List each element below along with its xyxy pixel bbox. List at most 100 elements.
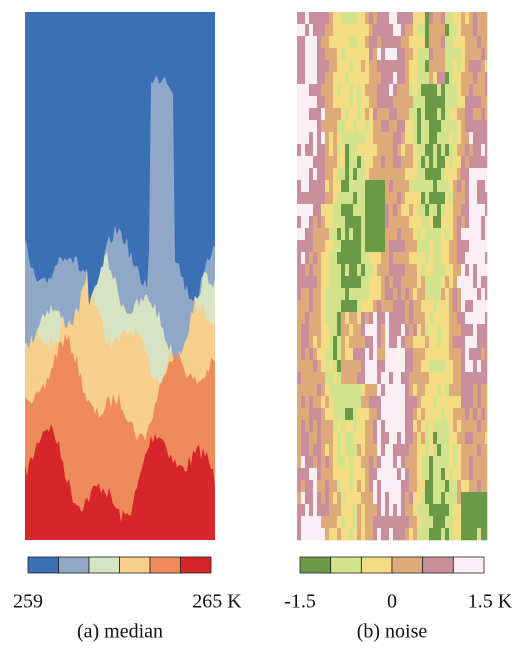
- heatmap-cell: [421, 24, 426, 37]
- heatmap-cell: [421, 60, 426, 73]
- heatmap-cell: [485, 360, 488, 373]
- heatmap-cell: [481, 72, 486, 85]
- heatmap-cell: [357, 36, 362, 49]
- colorbar-swatch: [58, 556, 90, 574]
- heatmap-cell: [441, 312, 446, 325]
- heatmap-cell: [309, 504, 314, 517]
- heatmap-cell: [317, 180, 322, 193]
- heatmap-cell: [353, 492, 358, 505]
- heatmap-cell: [437, 312, 442, 325]
- heatmap-cell: [345, 180, 350, 193]
- heatmap-cell: [377, 108, 382, 121]
- heatmap-cell: [305, 324, 310, 337]
- heatmap-cell: [325, 300, 330, 313]
- heatmap-cell: [453, 144, 458, 157]
- heatmap-cell: [317, 492, 322, 505]
- heatmap-cell: [329, 12, 334, 25]
- heatmap-cell: [297, 408, 302, 421]
- heatmap-cell: [325, 12, 330, 25]
- heatmap-cell: [341, 372, 346, 385]
- heatmap-cell: [341, 252, 346, 265]
- heatmap-cell: [385, 216, 390, 229]
- heatmap-cell: [405, 168, 410, 181]
- heatmap-cell: [341, 108, 346, 121]
- heatmap-cell: [377, 264, 382, 277]
- heatmap-cell: [469, 84, 474, 97]
- heatmap-cell: [429, 528, 434, 541]
- heatmap-cell: [429, 336, 434, 349]
- heatmap-cell: [333, 348, 338, 361]
- heatmap-cell: [321, 432, 326, 445]
- heatmap-cell: [437, 12, 442, 25]
- heatmap-cell: [433, 108, 438, 121]
- heatmap-cell: [361, 36, 366, 49]
- heatmap-cell: [393, 264, 398, 277]
- heatmap-cell: [385, 300, 390, 313]
- heatmap-cell: [461, 60, 466, 73]
- heatmap-cell: [457, 324, 462, 337]
- heatmap-cell: [333, 528, 338, 541]
- heatmap-cell: [405, 24, 410, 37]
- heatmap-cell: [321, 192, 326, 205]
- heatmap-cell: [329, 456, 334, 469]
- heatmap-cell: [349, 396, 354, 409]
- heatmap-cell: [445, 120, 450, 133]
- heatmap-cell: [373, 132, 378, 145]
- heatmap-cell: [301, 288, 306, 301]
- heatmap-cell: [313, 180, 318, 193]
- heatmap-cell: [481, 456, 486, 469]
- heatmap-cell: [329, 48, 334, 61]
- heatmap-cell: [305, 12, 310, 25]
- colorbar-swatch: [88, 556, 120, 574]
- heatmap-cell: [305, 312, 310, 325]
- heatmap-cell: [373, 180, 378, 193]
- heatmap-cell: [325, 72, 330, 85]
- heatmap-cell: [377, 276, 382, 289]
- heatmap-cell: [405, 360, 410, 373]
- heatmap-cell: [425, 516, 430, 529]
- heatmap-cell: [417, 108, 422, 121]
- heatmap-cell: [349, 324, 354, 337]
- heatmap-cell: [309, 108, 314, 121]
- heatmap-cell: [433, 420, 438, 433]
- heatmap-cell: [473, 276, 478, 289]
- heatmap-cell: [325, 192, 330, 205]
- heatmap-cell: [357, 132, 362, 145]
- heatmap-cell: [361, 300, 366, 313]
- heatmap-cell: [389, 48, 394, 61]
- heatmap-cell: [297, 120, 302, 133]
- heatmap-cell: [429, 144, 434, 157]
- heatmap-cell: [425, 408, 430, 421]
- heatmap-cell: [413, 360, 418, 373]
- heatmap-cell: [409, 492, 414, 505]
- heatmap-cell: [465, 480, 470, 493]
- heatmap-cell: [469, 240, 474, 253]
- heatmap-cell: [341, 60, 346, 73]
- heatmap-cell: [449, 276, 454, 289]
- heatmap-cell: [437, 456, 442, 469]
- heatmap-cell: [341, 168, 346, 181]
- heatmap-cell: [421, 240, 426, 253]
- heatmap-cell: [465, 264, 470, 277]
- heatmap-cell: [401, 168, 406, 181]
- heatmap-cell: [365, 36, 370, 49]
- heatmap-cell: [445, 180, 450, 193]
- heatmap-cell: [301, 360, 306, 373]
- heatmap-cell: [301, 72, 306, 85]
- heatmap-cell: [409, 372, 414, 385]
- heatmap-cell: [445, 228, 450, 241]
- heatmap-cell: [461, 324, 466, 337]
- heatmap-cell: [377, 312, 382, 325]
- heatmap-cell: [297, 264, 302, 277]
- heatmap-cell: [461, 384, 466, 397]
- heatmap-cell: [473, 180, 478, 193]
- heatmap-cell: [313, 516, 318, 529]
- heatmap-cell: [417, 444, 422, 457]
- heatmap-cell: [345, 264, 350, 277]
- heatmap-cell: [477, 168, 482, 181]
- heatmap-cell: [413, 396, 418, 409]
- heatmap-cell: [361, 60, 366, 73]
- heatmap-cell: [469, 60, 474, 73]
- heatmap-cell: [437, 432, 442, 445]
- heatmap-cell: [377, 300, 382, 313]
